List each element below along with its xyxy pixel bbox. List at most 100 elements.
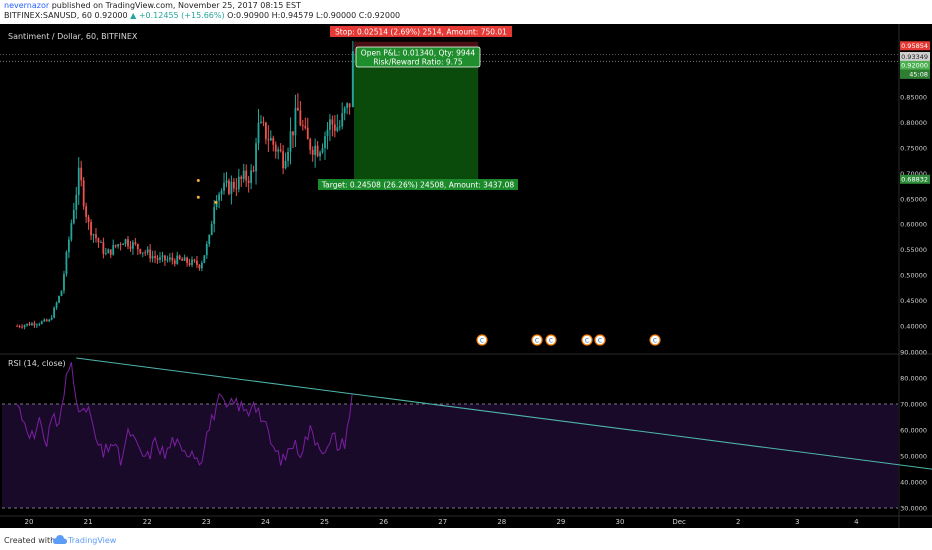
marker-dot bbox=[196, 178, 200, 182]
entry-price-badge: 0.93349 bbox=[901, 53, 928, 61]
candle-body bbox=[21, 326, 24, 328]
countdown-badge-bg bbox=[900, 69, 930, 79]
rsi-tick-label: 70.0000 bbox=[900, 401, 927, 409]
candle-body bbox=[203, 255, 206, 263]
rsi-tick-label: 80.0000 bbox=[900, 375, 927, 383]
candle-body bbox=[200, 262, 203, 269]
candle-body bbox=[87, 216, 90, 223]
candle-body bbox=[119, 244, 122, 246]
candle-body bbox=[50, 317, 53, 320]
candle-body bbox=[311, 149, 314, 155]
event-marker-label: C bbox=[598, 337, 602, 344]
candle-body bbox=[198, 264, 201, 269]
candle-body bbox=[45, 319, 48, 322]
stop-price-badge-bg bbox=[900, 41, 930, 51]
candle-body bbox=[255, 143, 257, 172]
candle-body bbox=[338, 126, 341, 128]
candle-body bbox=[164, 255, 166, 261]
candle-body bbox=[269, 137, 272, 141]
event-marker-label: C bbox=[653, 337, 657, 344]
candle-body bbox=[82, 180, 85, 207]
candle-body bbox=[260, 121, 262, 123]
candle-body bbox=[183, 257, 186, 261]
time-tick-label: 29 bbox=[556, 518, 565, 526]
candle-body bbox=[188, 263, 191, 265]
event-marker bbox=[476, 334, 488, 346]
candle-body bbox=[16, 326, 19, 327]
candle-body bbox=[122, 243, 124, 245]
candle-body bbox=[65, 252, 68, 275]
symbol-info: BITFINEX:SANUSD, 60 0.92000 ▲ +0.12455 (… bbox=[4, 11, 400, 20]
target-label-bg bbox=[318, 179, 518, 190]
event-marker-label: C bbox=[480, 337, 484, 344]
candle-body bbox=[326, 129, 329, 137]
candle-body bbox=[117, 244, 120, 247]
candle-body bbox=[151, 256, 154, 259]
candle-body bbox=[247, 180, 250, 183]
last-price-badge: 0.92000 bbox=[901, 62, 928, 70]
target-price-badge: 0.68832 bbox=[901, 176, 928, 184]
event-marker-label: C bbox=[549, 337, 553, 344]
rsi-line bbox=[16, 362, 353, 466]
candle-body bbox=[191, 259, 193, 265]
time-tick-label: 27 bbox=[438, 518, 447, 526]
candle-body bbox=[112, 245, 115, 255]
candle-body bbox=[329, 119, 331, 130]
candle-body bbox=[343, 107, 346, 114]
candle-body bbox=[159, 257, 161, 260]
candle-body bbox=[31, 323, 33, 326]
candle-body bbox=[40, 321, 43, 324]
candle-body bbox=[63, 274, 65, 291]
last-price-badge-bg bbox=[900, 60, 930, 70]
time-tick-label: 22 bbox=[143, 518, 152, 526]
event-marker-label: C bbox=[585, 337, 589, 344]
candle-body bbox=[166, 259, 169, 261]
marker-dot bbox=[214, 200, 218, 204]
candle-body bbox=[277, 149, 280, 152]
candle-body bbox=[331, 119, 334, 125]
created-with-text: Created with bbox=[4, 536, 56, 545]
candle-body bbox=[267, 139, 270, 141]
candle-body bbox=[48, 319, 51, 322]
candle-body bbox=[193, 259, 196, 261]
candle-body bbox=[309, 139, 312, 150]
price-change: ▲ +0.12455 (+15.66%) bbox=[130, 11, 225, 20]
risk-reward-label: Risk/Reward Ratio: 9.75 bbox=[373, 58, 462, 67]
rsi-band bbox=[2, 404, 898, 508]
candle-body bbox=[319, 152, 321, 157]
time-tick-label: 26 bbox=[379, 518, 388, 526]
candle-body bbox=[35, 324, 38, 326]
candle-body bbox=[109, 249, 112, 255]
candle-body bbox=[287, 151, 289, 161]
candle-body bbox=[144, 252, 147, 254]
chart-canvas[interactable]: Stop: 0.02514 (2.69%) 2514, Amount: 750.… bbox=[0, 24, 932, 528]
price-tick-label: 0.80000 bbox=[900, 119, 927, 127]
candle-body bbox=[314, 145, 317, 155]
candle-body bbox=[240, 176, 243, 179]
event-marker bbox=[531, 334, 543, 346]
candle-body bbox=[26, 323, 28, 326]
time-tick-label: Dec bbox=[672, 518, 686, 526]
time-tick-label: 3 bbox=[795, 518, 799, 526]
candle-body bbox=[306, 127, 309, 140]
publisher-name[interactable]: nevernazor bbox=[4, 1, 50, 10]
candle-body bbox=[100, 242, 102, 243]
time-tick-label: 21 bbox=[84, 518, 93, 526]
price-tick-label: 0.75000 bbox=[900, 144, 927, 152]
price-tick-label: 0.65000 bbox=[900, 195, 927, 203]
tradingview-brand[interactable]: TradingView bbox=[68, 536, 117, 545]
candle-body bbox=[146, 249, 149, 253]
pl-label-bg bbox=[355, 46, 481, 68]
candle-body bbox=[336, 127, 339, 131]
time-tick-label: 23 bbox=[202, 518, 211, 526]
rsi-tick-label: 60.0000 bbox=[900, 427, 927, 435]
time-tick-label: 2 bbox=[736, 518, 740, 526]
chart-area[interactable]: Stop: 0.02514 (2.69%) 2514, Amount: 750.… bbox=[0, 24, 932, 528]
candle-body bbox=[228, 180, 230, 194]
candle-body bbox=[215, 200, 218, 208]
candle-body bbox=[279, 149, 282, 152]
candle-body bbox=[272, 137, 275, 145]
candle-body bbox=[213, 207, 216, 225]
last-price: 0.92000 bbox=[94, 11, 128, 20]
candle-body bbox=[154, 256, 156, 258]
